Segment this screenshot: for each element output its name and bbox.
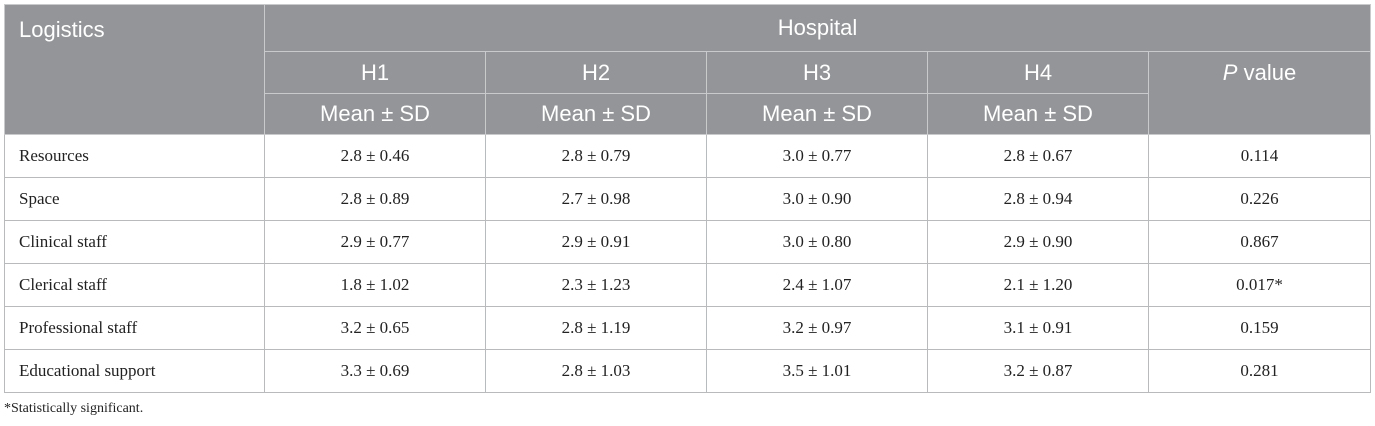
cell-h2: 2.8 ± 0.79 <box>485 134 707 178</box>
cell-h3: 2.4 ± 1.07 <box>706 263 928 307</box>
logistics-header: Logistics <box>4 4 265 135</box>
cell-h2: 2.7 ± 0.98 <box>485 177 707 221</box>
cell-h2: 2.8 ± 1.03 <box>485 349 707 393</box>
row-label: Space <box>4 177 265 221</box>
row-label: Professional staff <box>4 306 265 350</box>
cell-h1: 3.3 ± 0.69 <box>264 349 486 393</box>
table-row: Professional staff 3.2 ± 0.65 2.8 ± 1.19… <box>4 306 1372 350</box>
table-row: Educational support 3.3 ± 0.69 2.8 ± 1.0… <box>4 349 1372 393</box>
header-row-hospitals: H1 H2 H3 H4 P value <box>5 51 1372 135</box>
p-value-header-italic: P <box>1222 60 1238 85</box>
cell-h3: 3.5 ± 1.01 <box>706 349 928 393</box>
table-body: Resources 2.8 ± 0.46 2.8 ± 0.79 3.0 ± 0.… <box>4 134 1372 393</box>
table-header: Logistics Hospital H1 H2 H3 H4 P value M… <box>4 4 1372 135</box>
cell-h2: 2.8 ± 1.19 <box>485 306 707 350</box>
p-value-header-rest: value <box>1237 60 1297 85</box>
cell-h2: 2.9 ± 0.91 <box>485 220 707 264</box>
cell-h4: 2.1 ± 1.20 <box>927 263 1149 307</box>
row-label: Resources <box>4 134 265 178</box>
cell-h4: 2.8 ± 0.67 <box>927 134 1149 178</box>
p-value-header: P value <box>1147 51 1372 135</box>
stat-header-h4: Mean ± SD <box>927 93 1149 135</box>
stat-header-h2: Mean ± SD <box>485 93 707 135</box>
table-row: Clerical staff 1.8 ± 1.02 2.3 ± 1.23 2.4… <box>4 263 1372 307</box>
cell-h3: 3.0 ± 0.90 <box>706 177 928 221</box>
table-row: Clinical staff 2.9 ± 0.77 2.9 ± 0.91 3.0… <box>4 220 1372 264</box>
logistics-table-container: Logistics Hospital H1 H2 H3 H4 P value M… <box>4 4 1372 393</box>
cell-p-value: 0.114 <box>1147 134 1372 178</box>
cell-p-value: 0.159 <box>1147 306 1372 350</box>
row-label: Clerical staff <box>4 263 265 307</box>
cell-h1: 3.2 ± 0.65 <box>264 306 486 350</box>
cell-p-value: 0.226 <box>1147 177 1372 221</box>
cell-p-value: 0.281 <box>1147 349 1372 393</box>
cell-h1: 2.8 ± 0.46 <box>264 134 486 178</box>
cell-p-value: 0.017* <box>1147 263 1372 307</box>
hospital-h1-header: H1 <box>264 51 486 94</box>
cell-p-value: 0.867 <box>1147 220 1372 264</box>
cell-h1: 2.8 ± 0.89 <box>264 177 486 221</box>
logistics-table: Logistics Hospital H1 H2 H3 H4 P value M… <box>4 4 1372 393</box>
stat-header-h1: Mean ± SD <box>264 93 486 135</box>
row-label: Educational support <box>4 349 265 393</box>
cell-h4: 3.2 ± 0.87 <box>927 349 1149 393</box>
cell-h3: 3.2 ± 0.97 <box>706 306 928 350</box>
table-row: Resources 2.8 ± 0.46 2.8 ± 0.79 3.0 ± 0.… <box>4 134 1372 178</box>
footnote: *Statistically significant. <box>4 401 144 416</box>
cell-h3: 3.0 ± 0.80 <box>706 220 928 264</box>
stat-header-h3: Mean ± SD <box>706 93 928 135</box>
cell-h1: 2.9 ± 0.77 <box>264 220 486 264</box>
hospital-h3-header: H3 <box>706 51 928 94</box>
row-label: Clinical staff <box>4 220 265 264</box>
header-row-stats: Mean ± SD Mean ± SD Mean ± SD Mean ± SD <box>5 93 1371 135</box>
cell-h3: 3.0 ± 0.77 <box>706 134 928 178</box>
table-row: Space 2.8 ± 0.89 2.7 ± 0.98 3.0 ± 0.90 2… <box>4 177 1372 221</box>
cell-h4: 3.1 ± 0.91 <box>927 306 1149 350</box>
cell-h1: 1.8 ± 1.02 <box>264 263 486 307</box>
hospital-group-header: Hospital <box>263 4 1372 52</box>
hospital-h4-header: H4 <box>927 51 1149 94</box>
cell-h4: 2.8 ± 0.94 <box>927 177 1149 221</box>
cell-h2: 2.3 ± 1.23 <box>485 263 707 307</box>
hospital-h2-header: H2 <box>485 51 707 94</box>
cell-h4: 2.9 ± 0.90 <box>927 220 1149 264</box>
header-row-group: Logistics Hospital <box>4 4 1372 135</box>
